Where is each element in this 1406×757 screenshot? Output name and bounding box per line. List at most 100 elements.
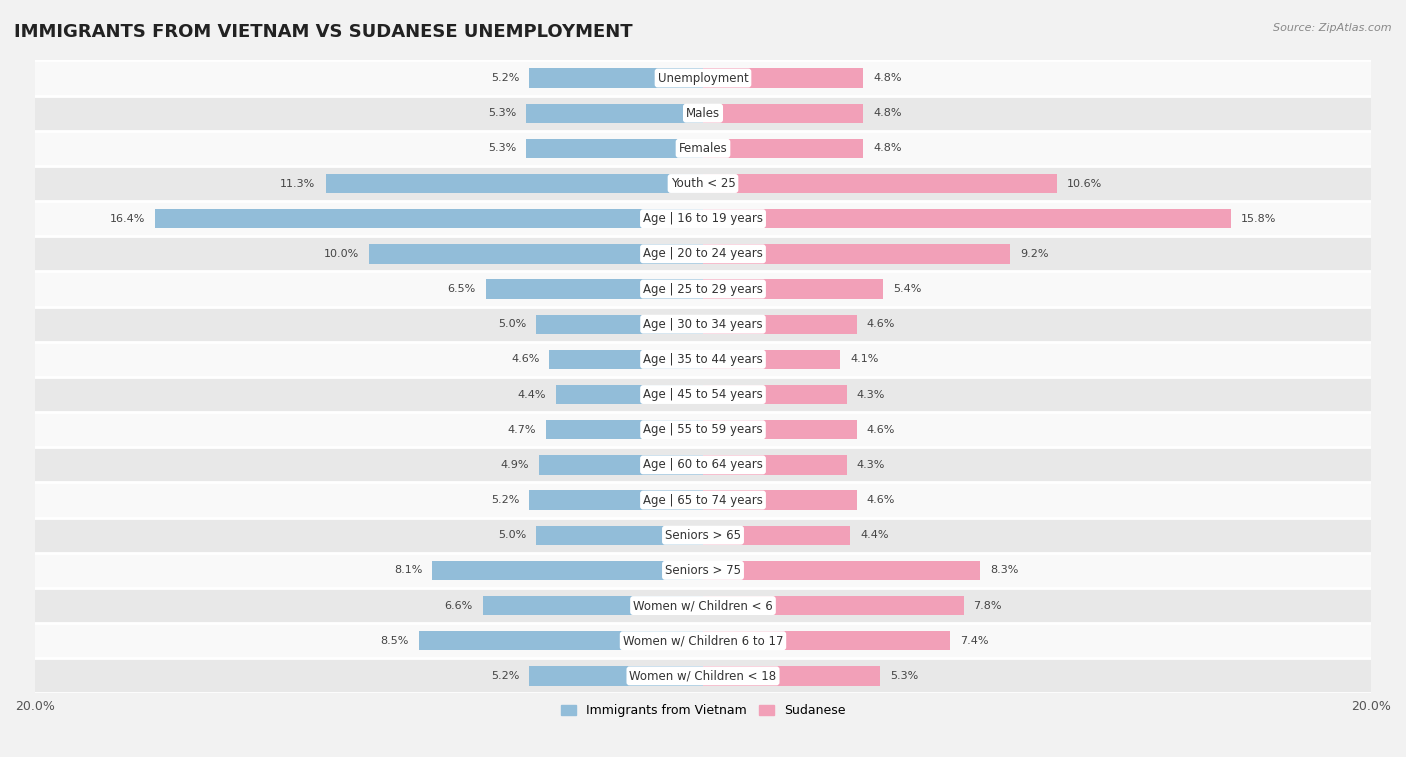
Text: Age | 16 to 19 years: Age | 16 to 19 years [643, 212, 763, 225]
Bar [703, 631, 950, 650]
Text: 4.6%: 4.6% [866, 495, 896, 505]
Text: 8.1%: 8.1% [394, 565, 422, 575]
Bar [703, 491, 856, 509]
Text: 6.5%: 6.5% [447, 284, 475, 294]
Text: 4.3%: 4.3% [856, 459, 884, 470]
Text: 8.3%: 8.3% [990, 565, 1018, 575]
Text: 4.4%: 4.4% [860, 530, 889, 540]
Text: Age | 65 to 74 years: Age | 65 to 74 years [643, 494, 763, 506]
Text: 9.2%: 9.2% [1021, 249, 1049, 259]
Bar [35, 518, 1371, 553]
Text: Seniors > 75: Seniors > 75 [665, 564, 741, 577]
Bar [550, 350, 703, 369]
Bar [703, 174, 1057, 193]
Text: 16.4%: 16.4% [110, 213, 145, 223]
Bar [703, 350, 839, 369]
Text: 11.3%: 11.3% [280, 179, 315, 188]
Bar [433, 561, 703, 580]
Bar [703, 314, 856, 334]
Text: Age | 55 to 59 years: Age | 55 to 59 years [643, 423, 763, 436]
Text: 4.1%: 4.1% [851, 354, 879, 364]
Text: Age | 30 to 34 years: Age | 30 to 34 years [643, 318, 763, 331]
Bar [35, 412, 1371, 447]
Bar [703, 385, 846, 404]
Bar [703, 561, 980, 580]
Bar [35, 307, 1371, 341]
Bar [35, 377, 1371, 412]
Bar [35, 166, 1371, 201]
Bar [35, 341, 1371, 377]
Text: 5.3%: 5.3% [488, 143, 516, 154]
Bar [703, 209, 1230, 229]
Bar [703, 279, 883, 299]
Bar [35, 201, 1371, 236]
Text: 5.3%: 5.3% [890, 671, 918, 681]
Text: 5.0%: 5.0% [498, 530, 526, 540]
Bar [35, 553, 1371, 588]
Text: Females: Females [679, 142, 727, 155]
Bar [419, 631, 703, 650]
Bar [703, 525, 851, 545]
Bar [529, 491, 703, 509]
Text: 10.6%: 10.6% [1067, 179, 1102, 188]
Bar [536, 314, 703, 334]
Text: Males: Males [686, 107, 720, 120]
Text: 5.4%: 5.4% [893, 284, 922, 294]
Bar [35, 95, 1371, 131]
Text: 4.6%: 4.6% [866, 319, 896, 329]
Text: Youth < 25: Youth < 25 [671, 177, 735, 190]
Bar [529, 68, 703, 88]
Bar [35, 623, 1371, 659]
Text: 6.6%: 6.6% [444, 600, 472, 611]
Bar [703, 596, 963, 615]
Bar [703, 104, 863, 123]
Bar [703, 245, 1011, 263]
Text: Age | 20 to 24 years: Age | 20 to 24 years [643, 248, 763, 260]
Text: 5.2%: 5.2% [491, 73, 519, 83]
Text: Age | 60 to 64 years: Age | 60 to 64 years [643, 459, 763, 472]
Text: 15.8%: 15.8% [1240, 213, 1277, 223]
Text: 5.0%: 5.0% [498, 319, 526, 329]
Bar [540, 455, 703, 475]
Bar [35, 659, 1371, 693]
Bar [703, 139, 863, 158]
Bar [326, 174, 703, 193]
Bar [703, 666, 880, 686]
Text: 8.5%: 8.5% [381, 636, 409, 646]
Legend: Immigrants from Vietnam, Sudanese: Immigrants from Vietnam, Sudanese [555, 699, 851, 722]
Text: 4.8%: 4.8% [873, 108, 901, 118]
Text: Age | 45 to 54 years: Age | 45 to 54 years [643, 388, 763, 401]
Bar [35, 131, 1371, 166]
Text: Source: ZipAtlas.com: Source: ZipAtlas.com [1274, 23, 1392, 33]
Text: Age | 25 to 29 years: Age | 25 to 29 years [643, 282, 763, 295]
Text: Women w/ Children 6 to 17: Women w/ Children 6 to 17 [623, 634, 783, 647]
Text: 4.6%: 4.6% [866, 425, 896, 435]
Text: 7.4%: 7.4% [960, 636, 988, 646]
Bar [482, 596, 703, 615]
Text: Women w/ Children < 18: Women w/ Children < 18 [630, 669, 776, 682]
Text: 4.9%: 4.9% [501, 459, 529, 470]
Bar [35, 588, 1371, 623]
Bar [35, 61, 1371, 95]
Text: Unemployment: Unemployment [658, 71, 748, 85]
Text: 4.8%: 4.8% [873, 73, 901, 83]
Text: 4.7%: 4.7% [508, 425, 536, 435]
Bar [35, 272, 1371, 307]
Text: 4.4%: 4.4% [517, 390, 546, 400]
Text: 4.6%: 4.6% [510, 354, 540, 364]
Text: 5.2%: 5.2% [491, 495, 519, 505]
Bar [35, 482, 1371, 518]
Text: 5.2%: 5.2% [491, 671, 519, 681]
Bar [368, 245, 703, 263]
Text: Age | 35 to 44 years: Age | 35 to 44 years [643, 353, 763, 366]
Text: IMMIGRANTS FROM VIETNAM VS SUDANESE UNEMPLOYMENT: IMMIGRANTS FROM VIETNAM VS SUDANESE UNEM… [14, 23, 633, 41]
Bar [555, 385, 703, 404]
Text: Women w/ Children < 6: Women w/ Children < 6 [633, 599, 773, 612]
Text: 4.3%: 4.3% [856, 390, 884, 400]
Bar [703, 68, 863, 88]
Text: 10.0%: 10.0% [323, 249, 359, 259]
Bar [536, 525, 703, 545]
Bar [486, 279, 703, 299]
Bar [703, 455, 846, 475]
Text: 4.8%: 4.8% [873, 143, 901, 154]
